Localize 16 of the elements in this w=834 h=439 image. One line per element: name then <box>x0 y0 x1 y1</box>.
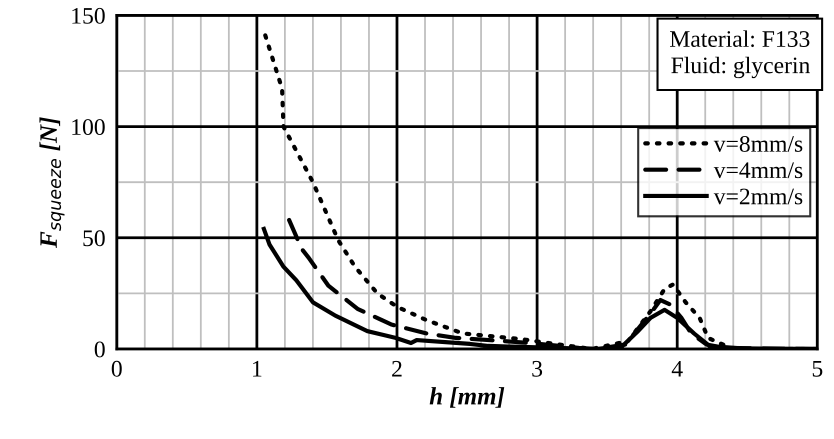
x-tick-label: 5 <box>812 361 822 377</box>
annotation: Material: F133 Fluid: glycerin <box>670 30 810 78</box>
y-tick-label: 100 <box>72 119 105 136</box>
x-tick-label: 4 <box>672 360 683 376</box>
y-tick-label: 0 <box>94 341 105 358</box>
legend-label: v=2mm/s <box>714 188 802 204</box>
x-axis-title: h [mm] <box>430 387 504 408</box>
legend-label: v=4mm/s <box>714 162 802 178</box>
x-tick-label: 2 <box>392 360 402 376</box>
legend-label: v=8mm/s <box>714 136 802 152</box>
x-tick-label: 3 <box>532 360 542 377</box>
y-tick-label: 50 <box>83 230 105 246</box>
y-tick-label: 150 <box>72 8 105 24</box>
x-tick-label: 1 <box>253 360 262 376</box>
y-axis-title: F$_{squeeze}$ [N] <box>39 117 64 248</box>
x-tick-label: 0 <box>112 360 122 377</box>
